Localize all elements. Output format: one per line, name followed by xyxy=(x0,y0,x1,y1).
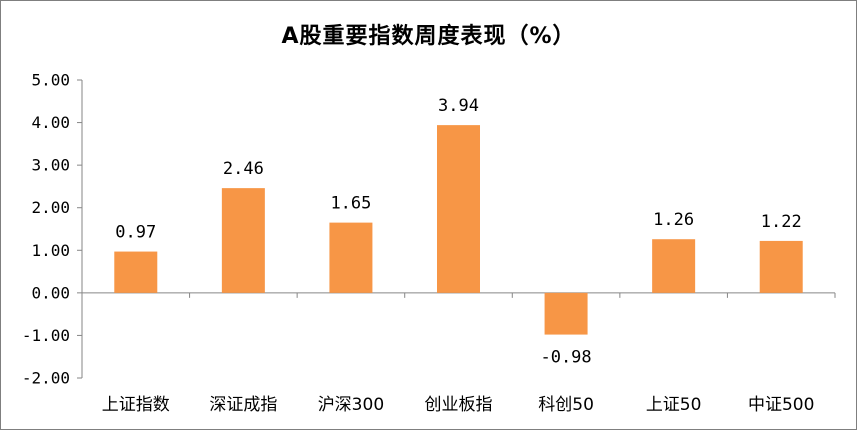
y-tick-label: -2.00 xyxy=(22,369,70,388)
data-label: 0.97 xyxy=(115,223,156,243)
y-tick-label: 3.00 xyxy=(31,156,70,175)
data-label: 1.22 xyxy=(761,212,802,232)
category-label: 沪深300 xyxy=(318,395,384,415)
bar xyxy=(544,292,588,335)
y-tick-label: 5.00 xyxy=(31,71,70,90)
category-label: 中证500 xyxy=(748,395,814,415)
bar xyxy=(329,222,373,293)
bar xyxy=(221,188,265,293)
y-tick-label: 2.00 xyxy=(31,198,70,217)
bar xyxy=(114,251,158,293)
chart-title: A股重要指数周度表现（%） xyxy=(281,24,576,49)
bar xyxy=(759,240,803,293)
data-label: 1.65 xyxy=(330,194,371,214)
data-label: -0.98 xyxy=(540,348,591,368)
category-label: 上证指数 xyxy=(102,395,170,415)
category-label: 深证成指 xyxy=(209,395,277,415)
y-tick-label: -1.00 xyxy=(22,326,70,345)
data-label: 2.46 xyxy=(223,159,264,179)
category-label: 科创50 xyxy=(538,395,594,415)
data-label: 3.94 xyxy=(438,96,479,116)
bar xyxy=(652,239,696,293)
bar xyxy=(437,125,480,293)
y-tick-label: 0.00 xyxy=(31,283,70,302)
category-label: 上证50 xyxy=(646,395,702,415)
category-label: 创业板指 xyxy=(425,395,493,415)
y-tick-label: 4.00 xyxy=(31,113,70,132)
data-label: 1.26 xyxy=(653,210,694,230)
y-tick-label: 1.00 xyxy=(31,241,70,260)
